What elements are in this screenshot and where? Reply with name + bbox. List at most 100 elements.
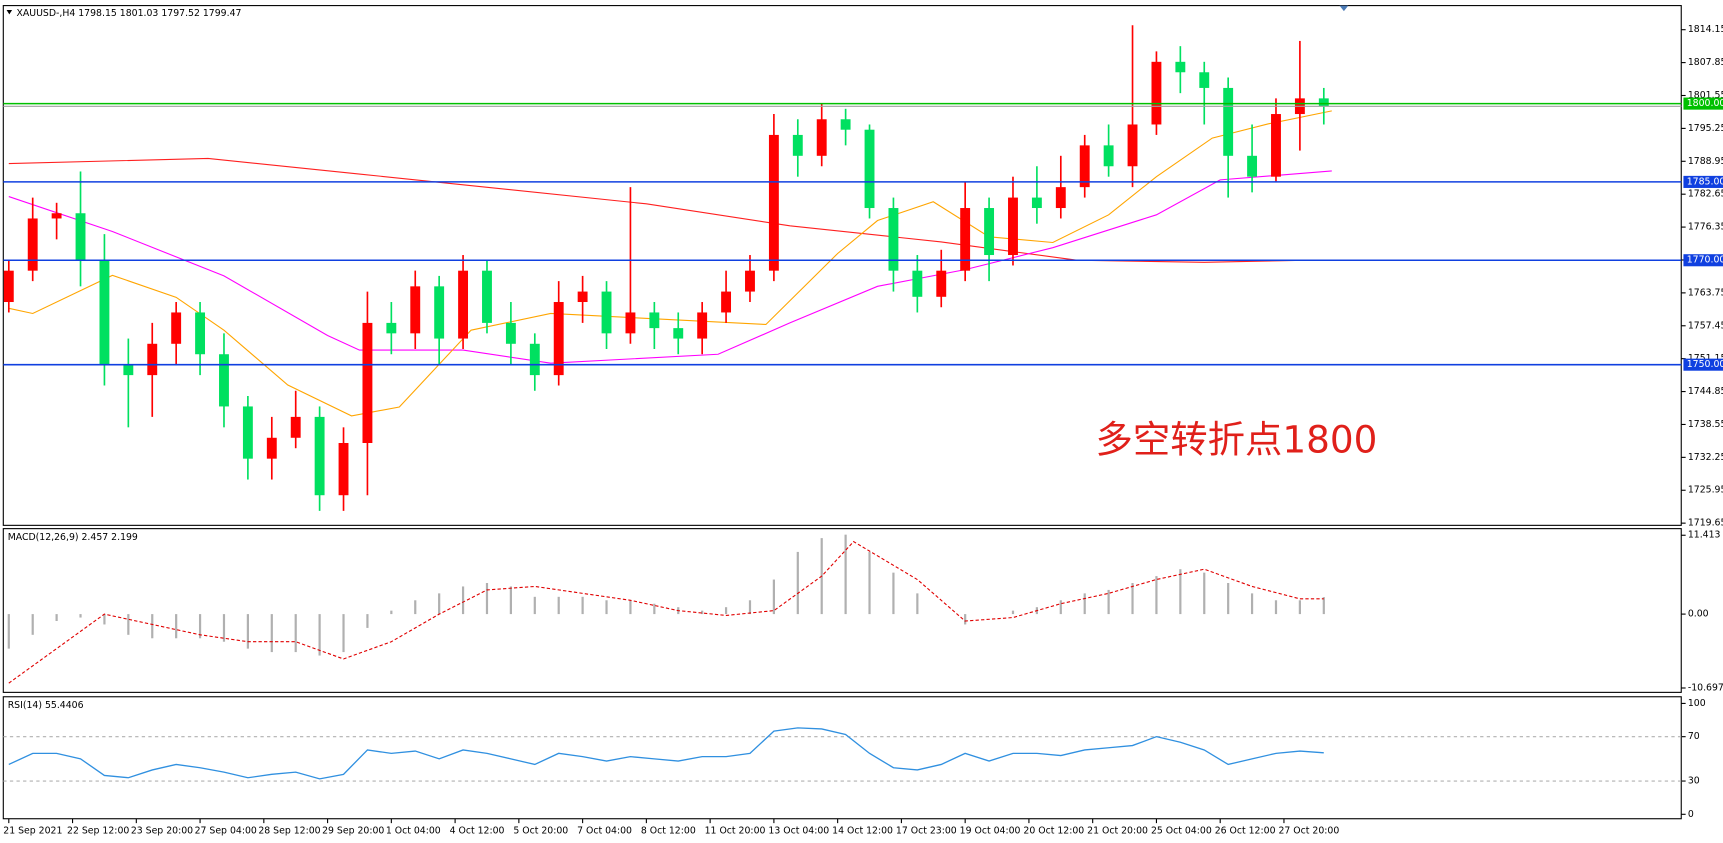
candle-body — [577, 291, 588, 303]
candle-body — [649, 312, 660, 329]
macd-bar — [964, 614, 967, 625]
candle-body — [768, 134, 779, 271]
candle-body — [1079, 145, 1090, 188]
candle-body — [697, 312, 708, 339]
x-tick-label: 28 Sep 12:00 — [258, 825, 320, 836]
level-label: 1750.00 — [1687, 359, 1723, 370]
macd-bar — [772, 579, 775, 615]
candle-body — [816, 119, 827, 156]
y-tick-label: 1788.95 — [1688, 156, 1723, 167]
candle-body — [1223, 87, 1234, 156]
macd-bar — [1274, 600, 1278, 615]
level-tag — [1683, 97, 1723, 110]
macd-title: MACD(12,26,9) 2.457 2.199 — [8, 532, 138, 543]
y-tick-label: 1795.25 — [1688, 123, 1723, 134]
x-tick-label: 27 Oct 20:00 — [1278, 825, 1339, 836]
y-tick-label: 0.00 — [1688, 609, 1709, 620]
macd-bar — [318, 614, 321, 656]
y-tick-label: 30 — [1688, 776, 1700, 787]
x-tick-label: 8 Oct 12:00 — [641, 825, 696, 836]
macd-bar — [748, 600, 752, 615]
macd-bar — [1250, 593, 1254, 615]
level-label: 1770.00 — [1687, 255, 1723, 266]
x-tick-label: 27 Sep 04:00 — [195, 825, 257, 836]
y-tick-label: 1807.85 — [1688, 57, 1723, 68]
macd-bar — [796, 551, 799, 615]
x-tick-label: 20 Oct 12:00 — [1023, 825, 1084, 836]
x-tick-label: 11 Oct 20:00 — [705, 825, 766, 836]
macd-bar — [485, 583, 489, 615]
x-tick-label: 17 Oct 23:00 — [896, 825, 957, 836]
macd-bar — [246, 614, 249, 649]
x-tick-label: 25 Oct 04:00 — [1151, 825, 1212, 836]
y-tick-label: 1814.15 — [1688, 24, 1723, 35]
macd-bar — [701, 610, 704, 615]
macd-bar — [127, 614, 130, 635]
candle-body — [912, 270, 923, 297]
x-tick-label: 19 Oct 04:00 — [960, 825, 1021, 836]
candle-body — [51, 213, 62, 219]
y-tick-label: 70 — [1688, 731, 1700, 742]
candle-body — [1127, 124, 1138, 167]
x-tick-label: 1 Oct 04:00 — [386, 825, 441, 836]
macd-bar — [1083, 593, 1086, 615]
candle-body — [195, 312, 206, 355]
rsi-line — [8, 727, 1324, 780]
candle-body — [673, 328, 684, 339]
macd-bar — [1059, 600, 1062, 615]
macd-bar — [342, 614, 345, 653]
y-tick-label: 1732.25 — [1688, 452, 1723, 463]
macd-bar — [175, 614, 178, 639]
macd-bar — [414, 600, 417, 615]
macd-bar — [7, 614, 10, 649]
macd-bar — [1298, 600, 1301, 615]
x-tick-label: 26 Oct 12:00 — [1215, 825, 1276, 836]
moving-average — [8, 157, 1308, 263]
candle-body — [1175, 61, 1186, 73]
candle-body — [171, 312, 182, 344]
menu-arrow[interactable] — [6, 9, 13, 15]
macd-bar — [103, 614, 106, 625]
y-tick-label: 1782.65 — [1688, 189, 1723, 200]
candle-body — [625, 312, 636, 334]
macd-bar — [390, 610, 393, 615]
level-label: 1800.00 — [1687, 98, 1723, 109]
x-tick-label: 29 Sep 20:00 — [322, 825, 384, 836]
candle-body — [3, 270, 14, 303]
macd-bar — [844, 534, 847, 615]
candle-body — [1271, 114, 1281, 177]
candle-body — [960, 208, 971, 271]
macd-bar — [653, 603, 656, 615]
candle-body — [1055, 187, 1066, 209]
y-tick-label: 1763.75 — [1688, 287, 1723, 298]
candle-body — [266, 437, 277, 459]
candle-body — [147, 343, 158, 376]
candle-body — [458, 270, 469, 339]
x-tick-label: 13 Oct 04:00 — [768, 825, 829, 836]
candle-body — [1103, 145, 1114, 167]
x-tick-label: 5 Oct 20:00 — [513, 825, 568, 836]
y-tick-label: 1719.65 — [1688, 518, 1723, 529]
candle-body — [242, 406, 253, 459]
macd-bar — [1011, 610, 1015, 615]
level-tag — [1683, 175, 1723, 188]
macd-bar — [31, 614, 34, 635]
macd-bar — [1322, 597, 1325, 615]
macd-bar — [1203, 572, 1206, 615]
macd-bar — [916, 593, 919, 615]
macd-bar — [151, 614, 154, 639]
y-tick-label: 100 — [1688, 698, 1706, 709]
candle-body — [1199, 72, 1210, 88]
macd-bar — [294, 614, 297, 653]
y-tick-label: 1738.55 — [1688, 419, 1723, 430]
candle-body — [27, 218, 38, 271]
level-tag — [1683, 358, 1723, 371]
candle-body — [936, 270, 947, 297]
y-tick-label: 1776.35 — [1688, 222, 1723, 233]
macd-bar — [198, 614, 202, 639]
macd-bar — [461, 586, 465, 615]
rsi-panel — [2, 696, 1682, 820]
candle-body — [792, 134, 803, 156]
header: XAUUSD-,H4 1798.15 1801.03 1797.52 1799.… — [16, 8, 241, 19]
candle-body — [888, 208, 899, 271]
